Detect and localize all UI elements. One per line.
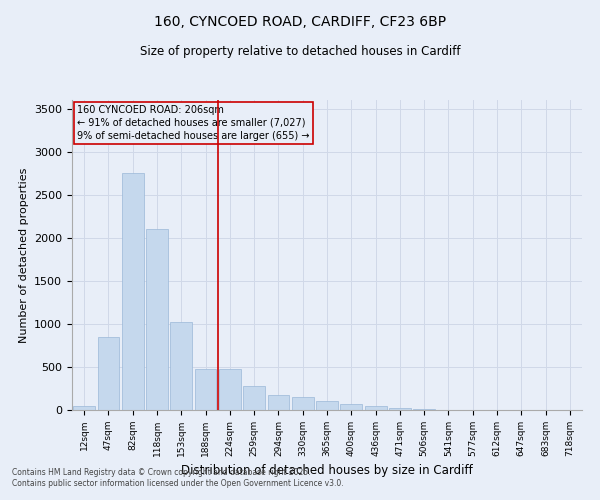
Text: Contains HM Land Registry data © Crown copyright and database right 2025.
Contai: Contains HM Land Registry data © Crown c… xyxy=(12,468,344,487)
Bar xyxy=(146,229,168,410)
Bar xyxy=(122,173,143,410)
Bar xyxy=(413,409,435,410)
Bar xyxy=(365,406,386,410)
X-axis label: Distribution of detached houses by size in Cardiff: Distribution of detached houses by size … xyxy=(181,464,473,477)
Text: Size of property relative to detached houses in Cardiff: Size of property relative to detached ho… xyxy=(140,45,460,58)
Text: 160, CYNCOED ROAD, CARDIFF, CF23 6BP: 160, CYNCOED ROAD, CARDIFF, CF23 6BP xyxy=(154,15,446,29)
Bar xyxy=(194,369,217,410)
Bar xyxy=(389,408,411,410)
Bar xyxy=(340,404,362,410)
Y-axis label: Number of detached properties: Number of detached properties xyxy=(19,168,29,342)
Bar xyxy=(170,322,192,410)
Bar xyxy=(292,397,314,410)
Bar xyxy=(219,369,241,410)
Bar xyxy=(316,402,338,410)
Bar xyxy=(268,395,289,410)
Bar xyxy=(73,406,95,410)
Text: 160 CYNCOED ROAD: 206sqm
← 91% of detached houses are smaller (7,027)
9% of semi: 160 CYNCOED ROAD: 206sqm ← 91% of detach… xyxy=(77,104,310,141)
Bar xyxy=(97,337,119,410)
Bar xyxy=(243,386,265,410)
